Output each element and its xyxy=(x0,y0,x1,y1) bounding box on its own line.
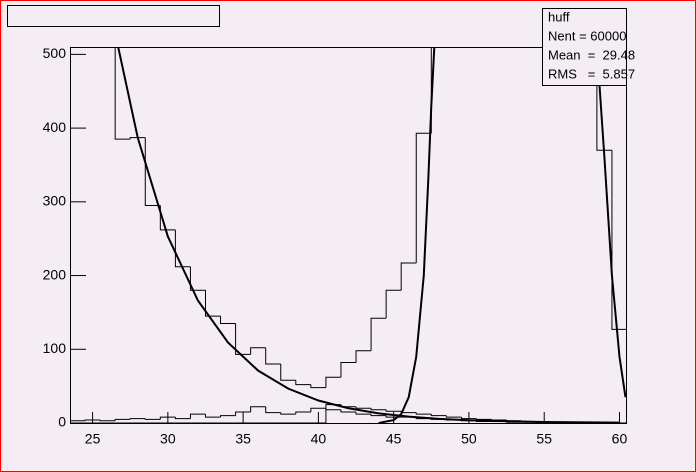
fit-curve xyxy=(595,47,627,398)
histogram-bin xyxy=(144,418,161,420)
stats-box xyxy=(542,8,627,86)
x-tick-label: 50 xyxy=(461,431,477,447)
histogram-bin xyxy=(340,409,357,413)
histogram-bin xyxy=(235,323,251,355)
histogram-bin xyxy=(611,150,627,330)
histogram-bin xyxy=(310,407,326,412)
histogram-bin xyxy=(475,418,492,420)
fit-curve xyxy=(117,47,620,424)
histogram-bin xyxy=(189,266,206,291)
histogram-bin xyxy=(295,411,311,415)
stats-line: Mean = 29.48 xyxy=(548,47,635,62)
histogram-bin xyxy=(235,411,251,416)
y-tick-label: 400 xyxy=(43,119,67,135)
histogram-bin xyxy=(189,413,206,419)
x-tick-label: 45 xyxy=(386,431,402,447)
histogram-bin xyxy=(174,229,191,268)
histogram-bin xyxy=(114,418,131,421)
histogram-bin xyxy=(445,415,462,418)
histogram-bin xyxy=(310,384,326,389)
y-tick-label: 100 xyxy=(43,340,67,356)
axes: 25 30 35 40 45 50 55 60 0 100 200 300 400 500 xyxy=(43,45,628,447)
histogram-bin xyxy=(220,316,236,324)
frame xyxy=(70,47,627,424)
histogram-bin xyxy=(84,419,101,421)
y-tick-label: 0 xyxy=(58,414,66,430)
histogram-bin xyxy=(355,406,372,409)
histogram-bin xyxy=(430,414,447,417)
histogram-bin xyxy=(596,47,612,151)
histogram-bin xyxy=(295,380,311,386)
histogram-bin xyxy=(204,290,221,317)
histogram-bin xyxy=(70,420,86,423)
histogram-bin xyxy=(250,347,266,355)
histogram-bin xyxy=(114,47,131,140)
histogram-bin xyxy=(370,414,387,417)
y-tick-label: 500 xyxy=(43,45,67,61)
y-tick-label: 300 xyxy=(43,193,67,209)
histogram-bin xyxy=(430,47,432,134)
histogram-bin xyxy=(385,289,402,319)
y-tick-label: 200 xyxy=(43,266,67,282)
histogram-bin xyxy=(370,408,387,411)
histogram-bin xyxy=(355,411,372,415)
x-tick-label: 40 xyxy=(311,431,327,447)
histogram-bin xyxy=(340,362,357,378)
histogram-bin xyxy=(415,412,432,415)
stats-name: huff xyxy=(548,9,570,24)
histogram-bin xyxy=(220,415,236,418)
fit-curve xyxy=(378,47,436,424)
x-tick-label: 25 xyxy=(85,431,101,447)
histogram-bin xyxy=(280,364,296,381)
histogram-bin xyxy=(129,418,146,420)
x-tick-label: 55 xyxy=(536,431,552,447)
title-box xyxy=(7,5,220,27)
histogram-bin xyxy=(99,420,116,422)
histogram-bin xyxy=(159,416,176,420)
histogram-bin xyxy=(280,412,296,415)
stats-line: Nent = 60000 xyxy=(548,28,626,43)
histogram-bin xyxy=(460,417,477,420)
histogram-bin xyxy=(385,409,402,412)
histogram-bin xyxy=(265,347,281,365)
histogram-bin xyxy=(370,317,387,351)
histogram-bin xyxy=(204,414,221,418)
histogram-bin xyxy=(415,132,432,264)
x-tick-label: 60 xyxy=(612,431,628,447)
stats-line: RMS = 5.857 xyxy=(548,66,635,81)
histogram-bin xyxy=(355,350,372,363)
x-tick-label: 35 xyxy=(235,431,251,447)
histogram-bin xyxy=(250,406,266,412)
histogram-bin xyxy=(129,137,146,140)
histogram-bin xyxy=(325,376,341,388)
histogram-bin xyxy=(265,406,281,414)
histogram-bin xyxy=(400,262,417,291)
histogram-bin xyxy=(174,417,191,420)
x-tick-label: 30 xyxy=(160,431,176,447)
